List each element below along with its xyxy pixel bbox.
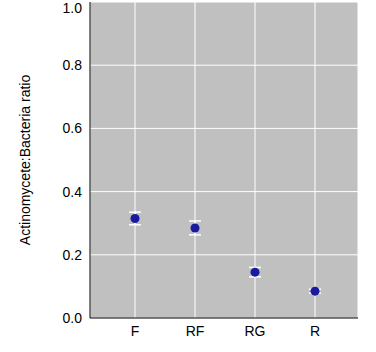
svg-text:0.0: 0.0 [63,310,83,326]
svg-text:R: R [310,323,320,339]
svg-text:0.2: 0.2 [63,247,83,263]
svg-text:0.6: 0.6 [63,120,83,136]
svg-text:1.0: 1.0 [63,0,83,16]
svg-text:F: F [131,323,140,339]
svg-text:RG: RG [245,323,266,339]
svg-text:Actinomycete:Bacteria ratio: Actinomycete:Bacteria ratio [17,75,33,246]
svg-text:0.8: 0.8 [63,57,83,73]
svg-text:RF: RF [186,323,205,339]
svg-text:0.4: 0.4 [63,184,83,200]
